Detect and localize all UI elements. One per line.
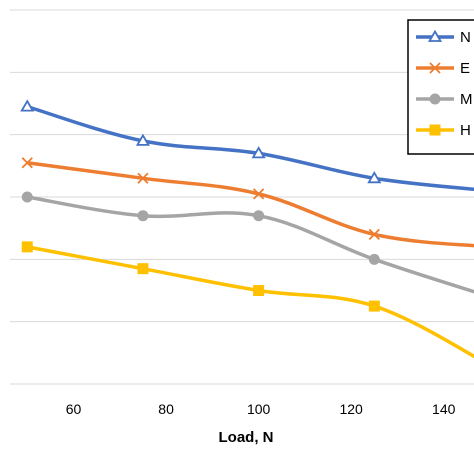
data-point xyxy=(367,171,382,184)
x-tick-labels: 60 80 100 120 140 xyxy=(66,401,456,417)
data-point xyxy=(21,241,33,253)
series-H xyxy=(21,241,474,359)
legend-marker xyxy=(429,124,441,136)
series-M xyxy=(21,191,474,294)
data-point xyxy=(137,263,149,275)
data-point xyxy=(368,228,380,241)
data-point xyxy=(253,210,265,222)
legend-label: N xyxy=(460,29,471,46)
data-point xyxy=(253,285,265,296)
x-tick-label: 80 xyxy=(158,401,174,417)
legend-label: M xyxy=(460,91,473,108)
data-point xyxy=(252,188,265,200)
data-point xyxy=(251,146,266,159)
legend-marker xyxy=(429,93,441,105)
data-point xyxy=(137,172,149,184)
legend-marker xyxy=(427,29,443,42)
data-point xyxy=(21,157,33,169)
data-point xyxy=(368,253,380,265)
x-axis-title: Load, N xyxy=(219,429,274,446)
data-point xyxy=(368,300,380,312)
series-N xyxy=(20,99,474,192)
gridlines xyxy=(10,9,474,323)
x-tick-label: 100 xyxy=(247,401,271,417)
data-point xyxy=(135,133,151,146)
x-tick-label: 60 xyxy=(66,401,82,417)
data-point xyxy=(20,99,35,112)
legend-label: H xyxy=(460,122,471,139)
legend-marker xyxy=(429,62,441,74)
series-line-H xyxy=(26,245,474,359)
x-tick-label: 120 xyxy=(339,401,363,417)
series-line-N xyxy=(26,104,474,192)
legend-label: E xyxy=(460,60,470,77)
x-tick-label: 140 xyxy=(432,401,456,417)
series-lines xyxy=(20,99,474,359)
series-line-M xyxy=(26,195,474,294)
data-point xyxy=(137,210,149,222)
series-E xyxy=(21,157,474,248)
data-point xyxy=(21,191,33,203)
series-line-E xyxy=(27,160,474,248)
